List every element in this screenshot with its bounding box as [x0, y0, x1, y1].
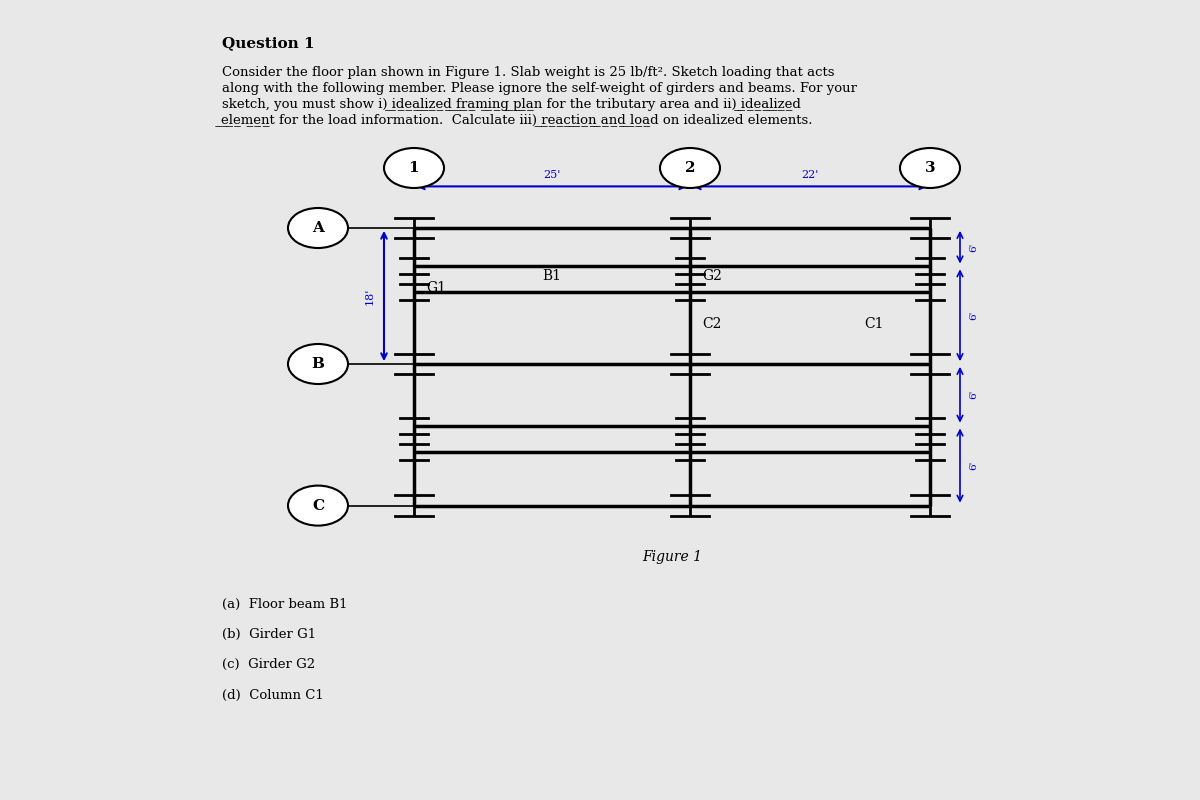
Text: Question 1: Question 1: [222, 36, 314, 50]
Text: 3: 3: [925, 161, 935, 175]
Text: C1: C1: [864, 317, 883, 331]
Circle shape: [660, 148, 720, 188]
Text: (b)  Girder G1: (b) Girder G1: [222, 628, 316, 641]
Text: 1: 1: [409, 161, 419, 175]
Text: ̲e̲l̲e̲m̲e̲n̲t for the load information.  Calculate iii) ̲r̲e̲a̲c̲t̲i̲o̲n̲ ̲a̲n̲: ̲e̲l̲e̲m̲e̲n̲t for the load information.…: [222, 114, 814, 126]
Text: 6': 6': [970, 390, 979, 399]
Text: Consider the floor plan shown in Figure 1. Slab weight is 25 lb/ft². Sketch load: Consider the floor plan shown in Figure …: [222, 66, 834, 78]
Text: 6': 6': [970, 461, 979, 470]
Text: Figure 1: Figure 1: [642, 550, 702, 563]
Text: (a)  Floor beam B1: (a) Floor beam B1: [222, 598, 348, 610]
Text: 25': 25': [544, 170, 560, 180]
Text: 22': 22': [802, 170, 818, 180]
Text: 6': 6': [970, 310, 979, 320]
Text: 6': 6': [970, 242, 979, 252]
Text: C: C: [312, 498, 324, 513]
Circle shape: [288, 208, 348, 248]
Text: (d)  Column C1: (d) Column C1: [222, 689, 324, 702]
Text: C2: C2: [702, 317, 721, 331]
Text: B: B: [312, 357, 324, 371]
Text: 2: 2: [685, 161, 695, 175]
Circle shape: [900, 148, 960, 188]
Text: G2: G2: [702, 269, 722, 283]
Text: along with the following member. Please ignore the self-weight of girders and be: along with the following member. Please …: [222, 82, 857, 94]
Circle shape: [288, 486, 348, 526]
Circle shape: [288, 344, 348, 384]
Text: 18': 18': [365, 287, 374, 305]
Text: G1: G1: [426, 281, 446, 295]
Circle shape: [384, 148, 444, 188]
Text: A: A: [312, 221, 324, 235]
Text: (c)  Girder G2: (c) Girder G2: [222, 658, 316, 671]
Text: B1: B1: [542, 269, 562, 283]
Text: sketch, you must show i) ̲i̲d̲e̲a̲l̲i̲z̲e̲d̲ ̲f̲r̲a̲m̲i̲n̲g̲ ̲p̲l̲a̲n for the tr: sketch, you must show i) ̲i̲d̲e̲a̲l̲i̲z̲…: [222, 98, 800, 110]
